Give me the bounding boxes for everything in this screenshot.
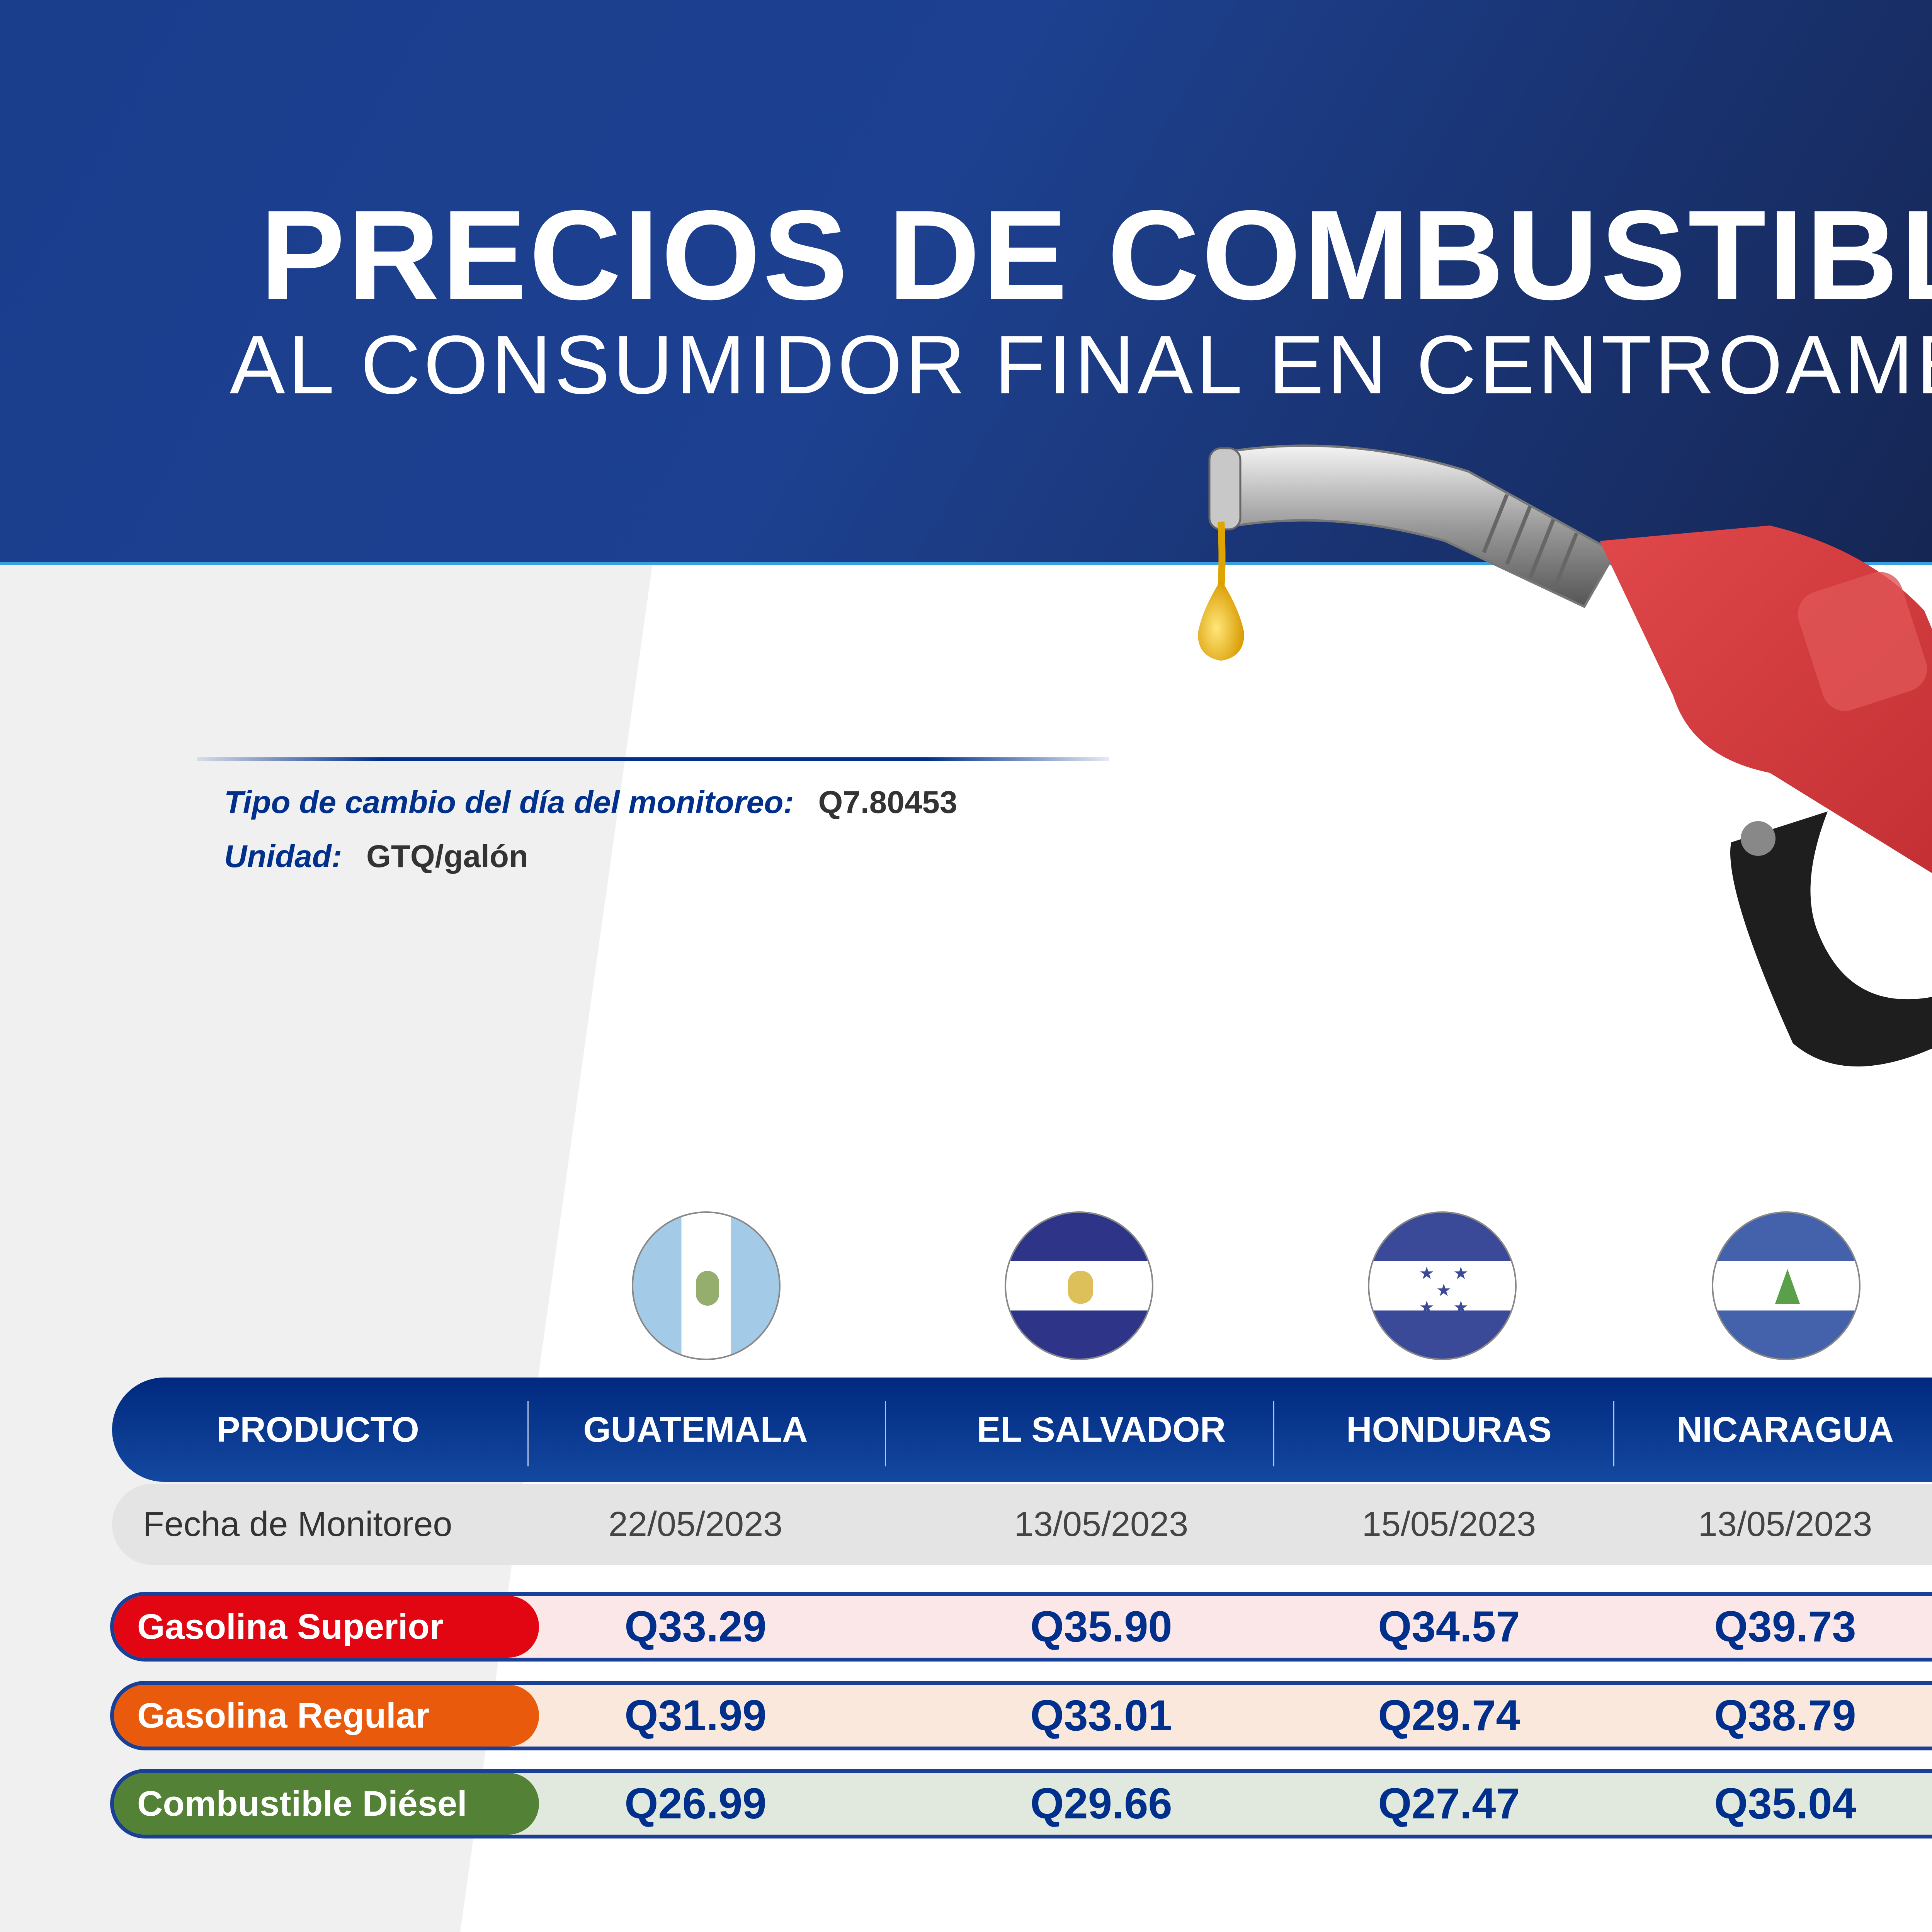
honduras-flag-icon: ★ ★ ★ ★ ★ xyxy=(1368,1211,1517,1360)
info-divider xyxy=(197,757,1109,761)
price-el-salvador: Q33.01 xyxy=(1030,1691,1172,1740)
exchange-rate-row: Tipo de cambio del día del monitoreo: Q7… xyxy=(224,784,957,821)
el-salvador-flag-icon xyxy=(1005,1211,1153,1360)
price-guatemala: Q26.99 xyxy=(624,1779,767,1828)
product-label: Gasolina Superior xyxy=(114,1596,539,1658)
header-guatemala: GUATEMALA xyxy=(583,1410,808,1449)
price-guatemala: Q33.29 xyxy=(624,1602,767,1651)
header-honduras: HONDURAS xyxy=(1346,1410,1552,1449)
unit-label: Unidad: xyxy=(224,839,342,874)
header-nicaragua: NICARAGUA xyxy=(1676,1410,1894,1449)
monitoring-date-row: Fecha de Monitoreo 22/05/2023 13/05/2023… xyxy=(112,1484,1932,1565)
guatemala-flag-icon xyxy=(632,1211,781,1360)
table-row-combustible-diesel: Combustible Diésel Q26.99 Q29.66 Q27.47 … xyxy=(110,1769,1932,1838)
page-subtitle: AL CONSUMIDOR FINAL EN CENTROAMÉRICA xyxy=(230,318,1932,411)
table-row-gasolina-regular: Gasolina Regular Q31.99 Q33.01 Q29.74 Q3… xyxy=(110,1681,1932,1750)
nicaragua-flag-icon xyxy=(1712,1211,1861,1360)
header-divider xyxy=(1273,1401,1274,1466)
price-el-salvador: Q35.90 xyxy=(1030,1602,1172,1651)
header-divider xyxy=(885,1401,886,1466)
header-accent-line xyxy=(0,562,1932,565)
header-el-salvador: EL SALVADOR xyxy=(976,1410,1226,1449)
price-nicaragua: Q38.79 xyxy=(1714,1691,1856,1740)
price-honduras: Q29.74 xyxy=(1378,1691,1520,1740)
date-row-label: Fecha de Monitoreo xyxy=(143,1505,452,1544)
price-el-salvador: Q29.66 xyxy=(1030,1779,1172,1828)
unit-value: GTQ/galón xyxy=(366,839,529,874)
product-label: Combustible Diésel xyxy=(114,1773,539,1835)
price-nicaragua: Q39.73 xyxy=(1714,1602,1856,1651)
date-honduras: 15/05/2023 xyxy=(1362,1505,1536,1544)
header-producto: PRODUCTO xyxy=(216,1410,419,1449)
price-honduras: Q27.47 xyxy=(1378,1779,1520,1828)
exchange-rate-label: Tipo de cambio del día del monitoreo: xyxy=(224,785,794,820)
date-el-salvador: 13/05/2023 xyxy=(1014,1505,1189,1544)
date-nicaragua: 13/05/2023 xyxy=(1698,1505,1872,1544)
header-divider xyxy=(527,1401,529,1466)
product-label: Gasolina Regular xyxy=(114,1685,539,1747)
unit-row: Unidad: GTQ/galón xyxy=(224,838,528,875)
exchange-rate-value: Q7.80453 xyxy=(818,785,957,820)
price-nicaragua: Q35.04 xyxy=(1714,1779,1856,1828)
fuel-nozzle-icon xyxy=(1198,444,1932,1066)
table-header: PRODUCTO GUATEMALA EL SALVADOR HONDURAS … xyxy=(112,1378,1932,1482)
price-honduras: Q34.57 xyxy=(1378,1602,1520,1651)
page-title: PRECIOS DE COMBUSTIBLES xyxy=(260,184,1932,326)
price-guatemala: Q31.99 xyxy=(624,1691,767,1740)
table-row-gasolina-superior: Gasolina Superior Q33.29 Q35.90 Q34.57 Q… xyxy=(110,1592,1932,1662)
date-guatemala: 22/05/2023 xyxy=(608,1505,783,1544)
header-divider xyxy=(1613,1401,1614,1466)
header-banner xyxy=(0,0,1932,562)
